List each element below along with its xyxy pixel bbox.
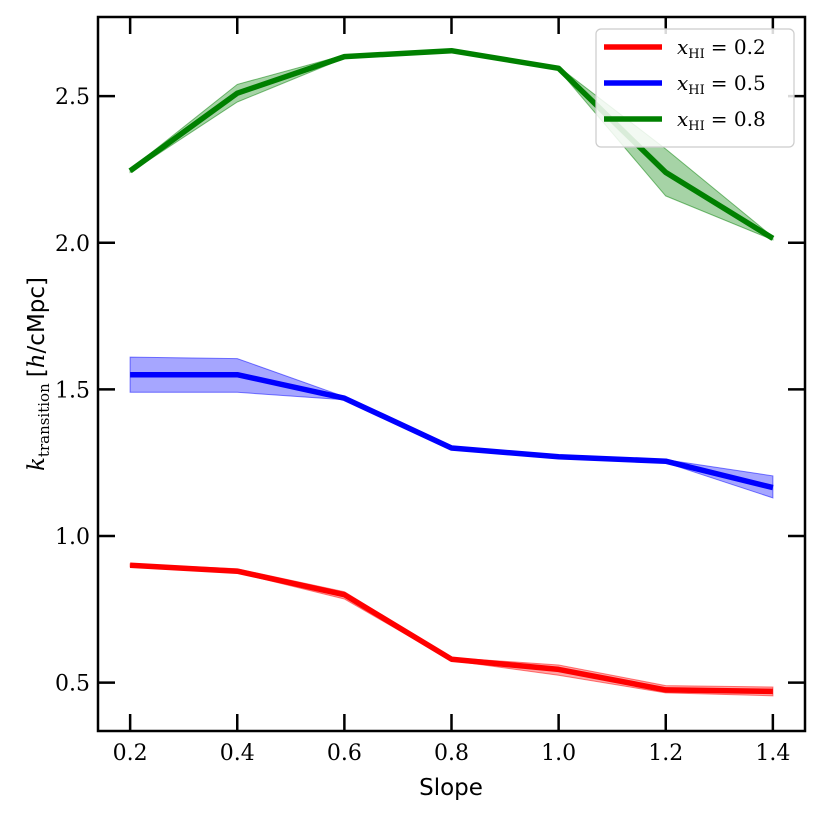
x-tick-label: 0.4 — [220, 741, 255, 766]
y-axis-label: ktransition [h/cMpc] — [24, 277, 53, 471]
y-tick-label: 1.0 — [55, 525, 90, 550]
line-series-3 — [128, 47, 775, 241]
x-tick-label: 0.2 — [113, 741, 148, 766]
y-tick-label: 2.5 — [55, 85, 90, 110]
y-tick-label: 0.5 — [55, 672, 90, 697]
y-tick-label: 2.0 — [55, 232, 90, 257]
legend-label-2: xHI = 0.5 — [677, 71, 766, 98]
y-label-unit-var: h — [24, 353, 50, 368]
x-tick-label: 1.0 — [541, 741, 576, 766]
x-tick-label: 1.2 — [648, 741, 683, 766]
y-label-subscript: transition — [35, 383, 53, 457]
x-tick-label: 0.6 — [327, 741, 362, 766]
line-series-1 — [129, 562, 773, 695]
y-tick-label: 1.5 — [55, 378, 90, 403]
x-tick-label: 0.8 — [434, 741, 469, 766]
x-axis-ticks: 0.2 0.4 0.6 0.8 1.0 1.2 1.4 — [113, 17, 790, 766]
x-tick-label: 1.4 — [755, 741, 790, 766]
y-axis-ticks: 0.5 1.0 1.5 2.0 2.5 — [55, 85, 805, 697]
band-series-2 — [129, 356, 774, 499]
line-series-2 — [130, 371, 774, 491]
legend-label-1: xHI = 0.2 — [677, 35, 766, 62]
svg-text:ktransition[h/cMpc]: ktransition [h/cMpc] — [24, 277, 53, 471]
legend: xHI = 0.2 xHI = 0.5 xHI = 0.8 — [595, 28, 795, 148]
y-label-symbol: k — [24, 457, 50, 471]
series-lines — [128, 47, 775, 695]
x-axis-label: Slope — [419, 775, 483, 801]
y-label-bracket: [ — [24, 368, 50, 377]
y-label-unit-rest: /cMpc] — [24, 277, 50, 353]
band-series-1 — [129, 563, 774, 697]
legend-label-3: xHI = 0.8 — [677, 107, 766, 134]
